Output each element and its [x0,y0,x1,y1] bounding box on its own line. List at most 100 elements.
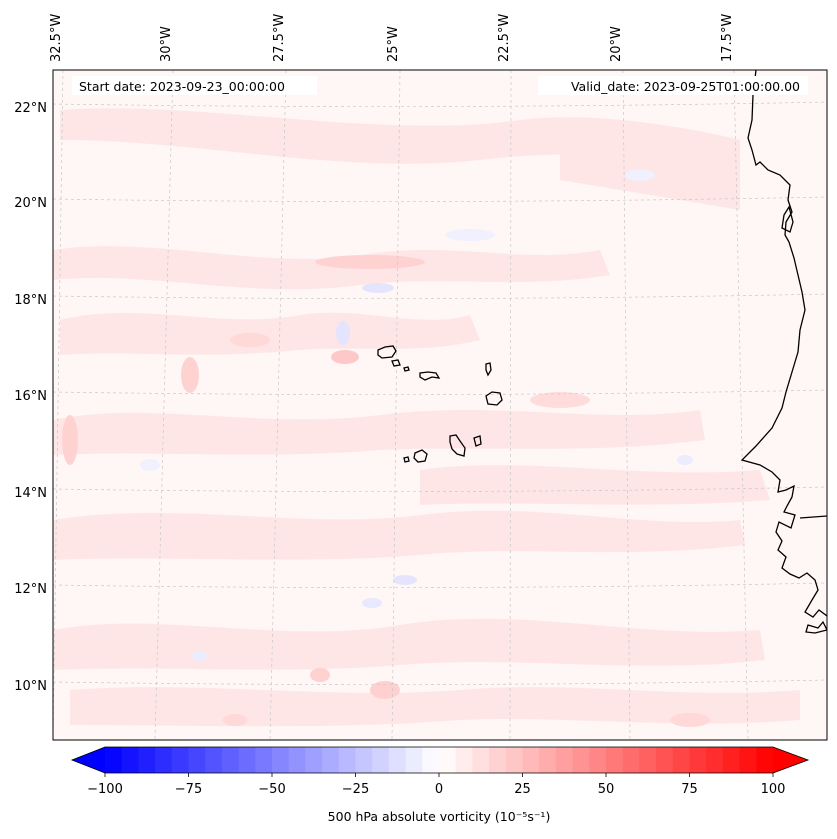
island-sal [485,362,492,377]
colorbar-tick-label: −100 [87,782,123,797]
map-panel: Start date: 2023-09-23_00:00:00 Valid_da… [52,69,828,741]
colorbar-cell [672,747,690,773]
colorbar-cell [606,747,624,773]
colorbar-cell [656,747,674,773]
colorbar-cell [439,747,457,773]
vorticity-patch-positive [181,357,199,393]
island-sao-nicolau [419,371,441,381]
island-sao-vicente [391,359,401,367]
island-brava [403,456,410,463]
colorbar-cell [238,747,256,773]
vorticity-patch-positive [310,668,330,682]
colorbar-cell [138,747,156,773]
colorbar-cell [355,747,373,773]
longitude-labels: 32.5°W 30°W 27.5°W 25°W 22.5°W 20°W 17.5°W [49,14,735,62]
vorticity-patch-positive [230,333,270,347]
colorbar-cell [405,747,423,773]
vorticity-patch-negative [393,575,417,585]
colorbar-cell [272,747,290,773]
longitude-tick-label: 32.5°W [49,14,64,62]
vorticity-patch-positive [315,255,425,269]
cape-verde-islands [377,345,503,463]
colorbar-cell [221,747,240,773]
longitude-tick-label: 30°W [159,26,174,62]
colorbar-tick-label: 75 [681,782,698,797]
vorticity-patch-negative [362,598,382,608]
vorticity-patch-negative [445,229,495,241]
colorbar-cell [689,747,707,773]
valid-date-text: Valid_date: 2023-09-25T01:00:00.00 [571,79,800,94]
island-maio [473,435,482,447]
colorbar-cell [338,747,356,773]
latitude-tick-label: 18°N [14,293,47,308]
colorbar-cell [121,747,139,773]
colorbar-cell [722,747,741,773]
colorbar-cell [255,747,273,773]
colorbar-tick-label: −25 [342,782,369,797]
vorticity-patch-negative [362,283,394,293]
colorbar-cell [305,747,323,773]
colorbar-cell [539,747,557,773]
colorbar-cell [105,747,123,773]
colorbar: −100 −75 −50 −25 0 25 50 75 100 500 hPa absolute… [70,746,810,824]
colorbar-cell [739,747,757,773]
colorbar-cell [188,747,206,773]
colorbar-cell [288,747,306,773]
colorbar-label: 500 hPa absolute vorticity (10⁻⁵s⁻¹) [328,809,551,824]
longitude-tick-label: 25°W [386,26,401,62]
vorticity-band-positive [53,618,765,670]
colorbar-cell [171,747,189,773]
colorbar-cell [572,747,590,773]
colorbar-cell [706,747,724,773]
latitude-tick-label: 10°N [14,679,47,694]
graticule [53,70,827,740]
latitude-tick-label: 22°N [14,101,47,116]
colorbar-tick-label: 100 [761,782,786,797]
vorticity-band-positive [60,312,480,355]
colorbar-cell [622,747,640,773]
coastline [740,70,827,634]
island-santo-antao [377,345,397,359]
colorbar-cell [388,747,407,773]
vorticity-patch-negative [625,169,655,181]
africa-coastline [740,70,827,618]
colorbar-cell [322,747,340,773]
vorticity-patch-negative [677,455,693,465]
vorticity-field [53,108,800,727]
latitude-tick-label: 16°N [14,389,47,404]
colorbar-cell [589,747,607,773]
colorbar-cell [472,747,490,773]
colorbar-cell [555,747,574,773]
vorticity-patch-positive [370,681,400,699]
vorticity-patch-negative [192,651,208,661]
colorbar-cell [422,747,440,773]
longitude-tick-label: 17.5°W [720,14,735,62]
latitude-tick-label: 14°N [14,486,47,501]
colorbar-cell [639,747,657,773]
colorbar-cell [756,747,774,773]
vorticity-band-positive [70,687,800,727]
colorbar-tick-label: 50 [598,782,615,797]
colorbar-cell [372,747,390,773]
start-date-text: Start date: 2023-09-23_00:00:00 [79,79,285,94]
island-fogo [413,449,428,463]
longitude-tick-label: 22.5°W [497,14,512,62]
vorticity-patch-positive [62,415,78,465]
colorbar-ticks: −100 −75 −50 −25 0 25 50 75 100 [87,773,785,797]
africa-coastline [805,620,827,634]
vorticity-patch-positive [223,714,247,726]
island-santa-luzia [403,366,410,372]
vorticity-patch-positive [670,713,710,727]
vorticity-band-positive [560,127,740,210]
island-boa-vista [485,391,503,406]
vorticity-patch-positive [331,350,359,364]
vorticity-band-positive [53,410,705,455]
colorbar-cell [522,747,540,773]
africa-coastline [781,205,794,233]
vorticity-patch-negative [140,459,160,471]
latitude-tick-label: 12°N [14,582,47,597]
colorbar-cell [505,747,523,773]
latitude-tick-label: 20°N [14,196,47,211]
longitude-tick-label: 27.5°W [272,14,287,62]
